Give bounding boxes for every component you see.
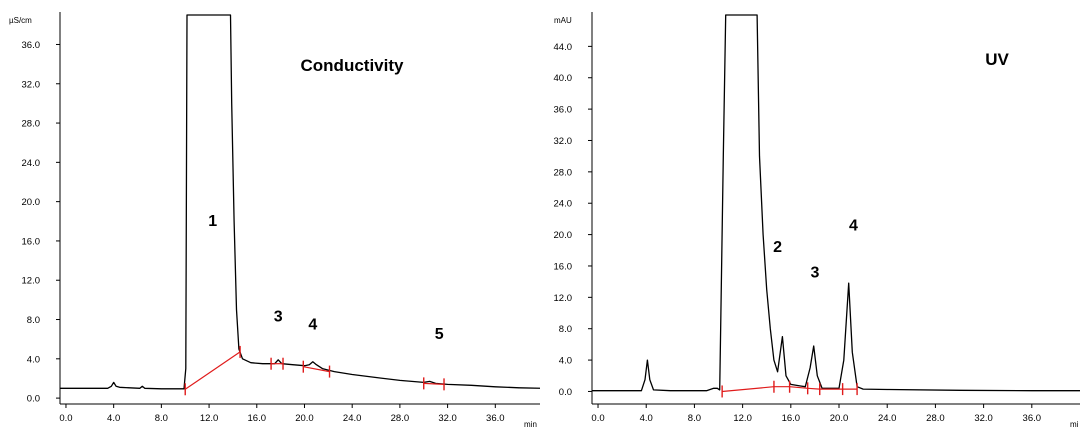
y-tick-label: 20.0 [554,230,573,241]
y-tick-label: 16.0 [22,236,41,247]
x-tick-label: 8.0 [688,413,701,424]
x-unit-label: min [524,420,537,428]
peak-label: 4 [849,218,858,235]
y-tick-label: 44.0 [554,42,573,53]
peak-label: 3 [274,308,283,325]
y-unit-label: mAU [554,16,572,25]
x-tick-label: 24.0 [878,413,897,424]
y-tick-label: 32.0 [554,136,573,147]
signal-trace [592,14,1080,392]
y-tick-label: 0.0 [27,394,40,405]
y-tick-label: 40.0 [554,73,573,84]
x-tick-label: 16.0 [248,413,267,424]
y-tick-label: 12.0 [22,276,41,287]
chart-title: UV [985,50,1009,69]
y-tick-label: 12.0 [554,293,573,304]
x-tick-label: 0.0 [591,413,604,424]
conductivity-chart: 0.0 4.0 8.0 12.0 16.0 20.0 24.0 28.0 32.0 36.0 0.0… [9,12,540,428]
x-tick-label: 12.0 [733,413,752,424]
integration-baseline [423,382,445,385]
x-tick-label: 36.0 [486,413,505,424]
x-tick-label: 4.0 [107,413,120,424]
x-tick-label: 8.0 [155,413,168,424]
y-tick-label: 32.0 [22,79,41,90]
uv-chart: 0.04.08.012.016.020.024.028.032.036.040.… [554,12,1080,428]
y-tick-label: 28.0 [22,119,41,130]
y-unit-label: µS/cm [9,16,32,25]
peak-label: 5 [435,326,444,343]
x-tick-label: 20.0 [295,413,314,424]
peak-label: 2 [773,239,782,256]
x-unit-label: mi [1070,420,1079,428]
x-tick-label: 20.0 [830,413,849,424]
integration-baseline [303,366,330,373]
y-tick-label: 36.0 [554,105,573,116]
integration-baseline [184,351,241,390]
x-tick-label: 16.0 [782,413,801,424]
x-tick-label: 4.0 [640,413,653,424]
signal-trace [60,14,540,390]
x-tick-label: 12.0 [200,413,219,424]
peak-label: 4 [308,316,317,333]
y-tick-label: 4.0 [559,356,572,367]
y-tick-label: 36.0 [22,40,41,51]
y-tick-label: 8.0 [559,324,572,335]
y-tick-label: 24.0 [22,158,41,169]
x-tick-label: 0.0 [59,413,72,424]
chart-title: Conductivity [301,56,404,75]
x-tick-label: 28.0 [391,413,410,424]
peak-label: 3 [810,265,819,282]
y-tick-label: 20.0 [22,197,41,208]
x-tick-label: 36.0 [1023,413,1042,424]
y-tick-label: 0.0 [559,387,572,398]
y-tick-label: 24.0 [554,199,573,210]
y-tick-label: 8.0 [27,315,40,326]
peak-label: 1 [208,213,217,230]
y-tick-label: 4.0 [27,354,40,365]
x-tick-label: 28.0 [926,413,945,424]
y-tick-label: 28.0 [554,167,573,178]
x-tick-label: 32.0 [438,413,457,424]
x-tick-label: 32.0 [974,413,993,424]
y-tick-label: 16.0 [554,261,573,272]
x-tick-label: 24.0 [343,413,362,424]
